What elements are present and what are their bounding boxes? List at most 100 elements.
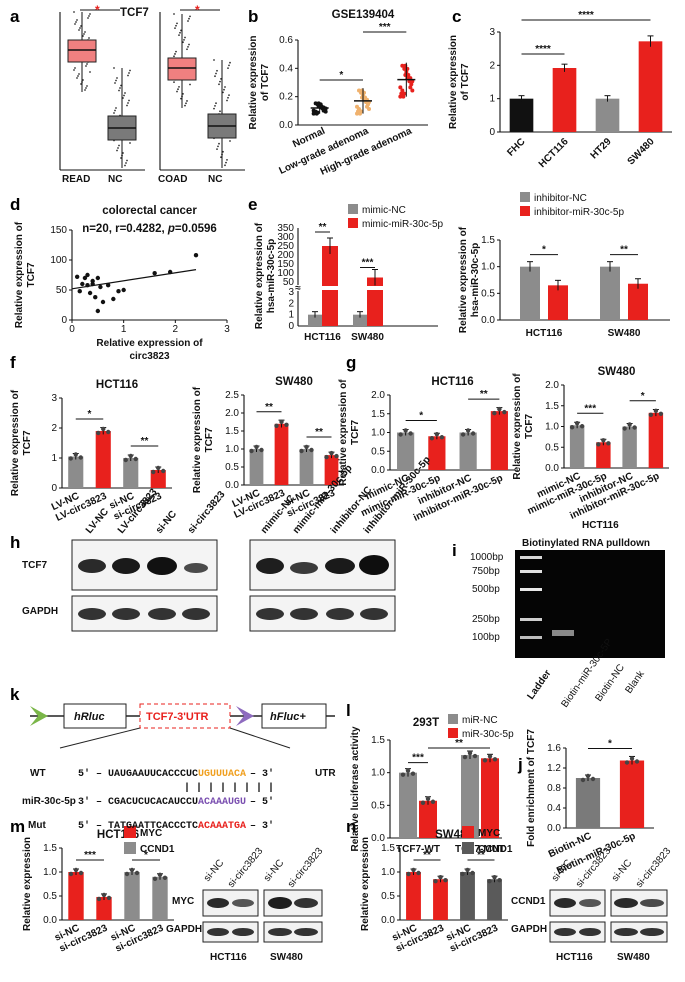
j-y-tick-label: 0.0 <box>547 823 561 834</box>
m-legend-2: CCND1 <box>140 844 175 855</box>
a-point <box>189 83 191 86</box>
g2-point <box>601 438 606 443</box>
f2-sig: ** <box>315 427 323 438</box>
f1-point <box>128 453 133 459</box>
n-cell-2: SW480 <box>617 952 650 963</box>
n-lane-3: si-NC <box>610 858 634 884</box>
a-group-read: READ <box>62 174 90 185</box>
d-x-tick-label: 2 <box>173 324 179 335</box>
m-point <box>134 870 140 876</box>
e2-x-label: SW480 <box>608 328 641 339</box>
f1-y-tick-label: 1 <box>51 453 57 464</box>
j-point <box>590 776 596 782</box>
f1-y-tick-label: 0 <box>51 483 57 494</box>
a-point <box>179 31 181 34</box>
a-point <box>82 79 84 81</box>
f2-bar <box>274 423 289 485</box>
a-point <box>120 84 122 87</box>
n-point <box>416 870 421 876</box>
g2-point <box>569 425 575 430</box>
a-point <box>116 77 118 79</box>
a-group-coad: COAD <box>158 174 187 185</box>
e1-y-tick-label: 50 <box>283 277 295 288</box>
j-point <box>624 760 630 765</box>
a-point <box>182 93 184 95</box>
d-point <box>111 296 116 302</box>
a-point <box>122 97 124 99</box>
n-row-ccnd1: CCND1 <box>511 896 546 907</box>
a-point <box>183 38 185 41</box>
a-point <box>122 152 124 154</box>
f1-bar <box>150 470 166 488</box>
a-point <box>119 87 121 89</box>
l-point <box>400 772 406 777</box>
m-bar <box>124 872 140 920</box>
f1-point <box>123 457 128 463</box>
b-point <box>398 85 403 90</box>
a-point <box>120 157 122 159</box>
n-point <box>443 878 448 883</box>
g1-bar <box>459 432 477 470</box>
f2-y-tick-label: 2.0 <box>225 408 239 419</box>
g1-point <box>465 428 471 433</box>
e2-sig: ** <box>620 245 628 256</box>
f1-point <box>151 469 156 475</box>
f1-point <box>106 429 111 435</box>
e1-x-label: SW480 <box>351 332 384 343</box>
a-point <box>126 159 128 162</box>
a-point <box>184 36 186 39</box>
l-bar-mir30c <box>481 758 499 838</box>
c-x-label: HCT116 <box>537 136 571 170</box>
e1-sig: ** <box>319 222 327 233</box>
g1-ylabel: TCF7 <box>350 420 361 445</box>
e2-bar-nc <box>600 266 620 320</box>
a-point <box>218 83 220 86</box>
d-x-tick-label: 0 <box>69 324 75 335</box>
e2-legend-swatch-1 <box>520 192 530 202</box>
panel-d-chart: 0 1 2 3 0 50 100 150 colorectal cancer n=20, r=0.… <box>14 205 230 362</box>
panel-e-right-chart: 0.0 0.5 1.0 1.5 * HCT116 ** SW480 inhibitor-NC in… <box>458 192 670 339</box>
a-point <box>228 94 230 96</box>
a-point <box>226 99 228 102</box>
e1-y-tick-label: 2 <box>288 298 294 309</box>
a-group-nc1: NC <box>108 174 122 185</box>
label-a: a <box>10 7 20 26</box>
f1-point <box>133 456 138 462</box>
f1-title: HCT116 <box>96 379 138 391</box>
n-bar <box>487 879 502 920</box>
e2-y-tick-label: 0.0 <box>481 315 495 326</box>
f2-point <box>309 447 314 453</box>
a-point <box>187 20 189 22</box>
n-y-tick-label: 1.0 <box>381 867 395 878</box>
e2-legend-2: inhibitor-miR-30c-5p <box>534 207 624 218</box>
g1-ylabel: Relative expression of <box>338 379 349 486</box>
d-point <box>80 281 85 287</box>
f1-ylabel: Relative expression of <box>10 389 21 496</box>
c-y-tick-label: 0 <box>489 127 495 138</box>
l-x-label: TCF7-WT <box>396 844 440 855</box>
a-point <box>228 64 230 67</box>
a-point <box>218 142 220 145</box>
d-x-tick-label: 1 <box>121 324 127 335</box>
n-point <box>492 875 497 880</box>
c-x-label: SW480 <box>626 136 657 167</box>
d-point <box>74 274 80 279</box>
g1-point <box>497 406 502 412</box>
a-point <box>89 71 91 73</box>
panel-m-blot: si-NC si-circ3823 si-NC si-circ3823 MYC … <box>166 845 326 963</box>
label-k: k <box>10 685 20 704</box>
e1-y-tick-label: 100 <box>277 268 294 279</box>
j-sig: * <box>608 739 612 750</box>
e1-ylabel: Relative expression of <box>254 222 265 329</box>
f2-point <box>254 444 259 450</box>
e2-y-tick-label: 1.5 <box>481 235 495 246</box>
g2-y-tick-label: 2.0 <box>545 380 559 391</box>
g1-sig: * <box>419 411 423 422</box>
a-box <box>167 57 197 81</box>
a-point <box>74 67 76 69</box>
a-point <box>186 100 188 102</box>
n-point <box>433 879 438 884</box>
g2-point <box>606 441 611 446</box>
e2-x-label: HCT116 <box>526 328 563 339</box>
a-point <box>176 22 178 25</box>
